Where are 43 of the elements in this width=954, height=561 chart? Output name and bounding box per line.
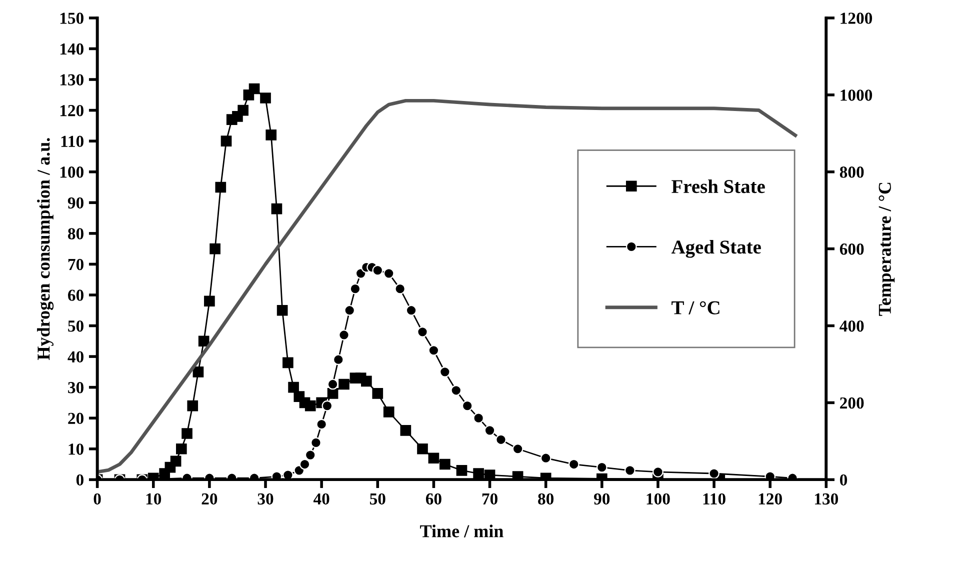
x-tick-label: 80 — [538, 493, 554, 505]
x-tick-label: 120 — [758, 493, 782, 505]
y2-tick-label: 1000 — [840, 90, 872, 101]
y-tick-label: 0 — [76, 474, 84, 486]
x-tick-label: 70 — [482, 493, 498, 505]
y2-tick-label: 600 — [840, 244, 864, 255]
legend-label: Aged State — [671, 240, 761, 258]
x-axis-title: Time / min — [420, 524, 504, 538]
x-tick-label: 0 — [94, 493, 101, 505]
y-tick-label: 100 — [60, 166, 84, 178]
y2-tick-label: 1200 — [840, 12, 872, 24]
y-tick-label: 90 — [68, 197, 84, 209]
y2-axis-title: Temperature / °C — [878, 182, 895, 316]
x-tick-label: 100 — [646, 493, 670, 505]
x-tick-label: 90 — [594, 493, 610, 505]
x-tick-label: 60 — [426, 493, 442, 505]
y2-tick-label: 800 — [840, 166, 864, 178]
x-tick-label: 20 — [202, 493, 218, 505]
y-tick-label: 50 — [68, 320, 84, 332]
y-tick-label: 30 — [68, 382, 84, 394]
legend-label: T / °C — [672, 301, 720, 314]
y-tick-label: 130 — [60, 74, 84, 86]
y2-tick-label: 0 — [840, 474, 848, 486]
y2-tick-label: 400 — [840, 320, 864, 332]
y-tick-label: 40 — [68, 351, 84, 362]
x-tick-label: 50 — [370, 493, 386, 505]
y-tick-label: 70 — [68, 258, 84, 270]
y-tick-label: 10 — [68, 444, 84, 455]
y-tick-label: 80 — [68, 228, 84, 240]
x-tick-label: 30 — [258, 493, 274, 505]
x-tick-label: 110 — [703, 493, 726, 505]
x-tick-label: 10 — [146, 493, 162, 505]
x-tick-label: 130 — [815, 493, 838, 505]
y-tick-label: 60 — [68, 290, 84, 301]
y2-tick-label: 200 — [840, 397, 864, 409]
x-tick-label: 40 — [313, 493, 330, 505]
y-tick-label: 140 — [60, 43, 84, 55]
y-tick-label: 120 — [60, 104, 84, 116]
y-tick-label: 20 — [68, 412, 84, 424]
legend-label: Fresh State — [672, 179, 765, 194]
y-tick-label: 150 — [60, 12, 84, 24]
y-axis-title: Hydrogen consumption / a.u. — [37, 138, 54, 360]
y-tick-label: 110 — [61, 136, 84, 148]
